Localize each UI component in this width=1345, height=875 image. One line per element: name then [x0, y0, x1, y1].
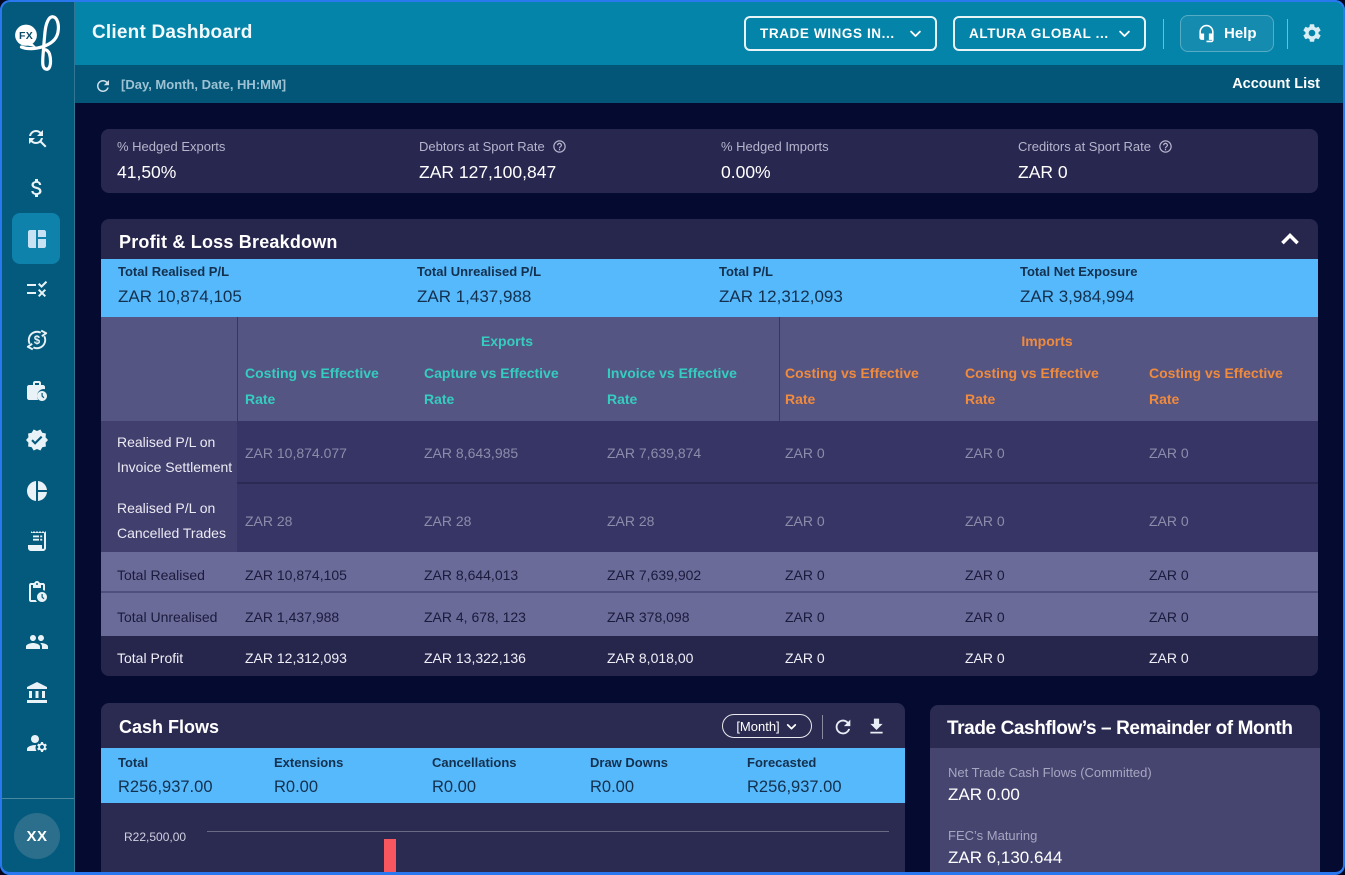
svg-text:FX: FX [19, 30, 33, 42]
svg-text:$: $ [34, 335, 41, 347]
